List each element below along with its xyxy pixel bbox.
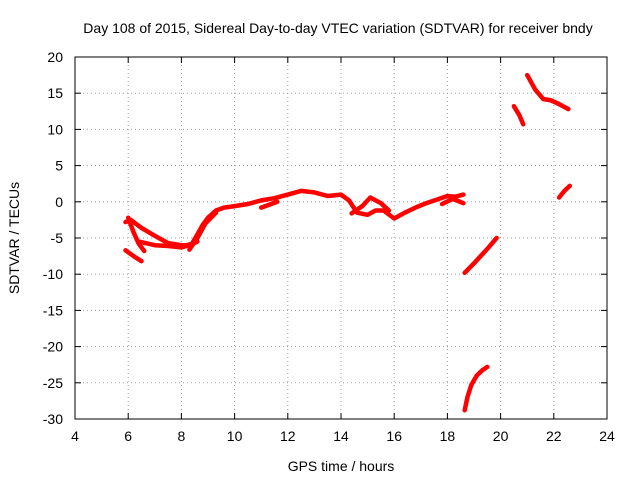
- x-tick-label: 14: [333, 428, 349, 444]
- y-tick-label: -15: [43, 302, 63, 318]
- x-tick-label: 4: [71, 428, 79, 444]
- y-tick-label: -5: [51, 230, 64, 246]
- x-tick-label: 6: [124, 428, 132, 444]
- y-tick-label: 15: [47, 85, 63, 101]
- y-tick-label: -10: [43, 266, 63, 282]
- data-series: [123, 72, 573, 413]
- x-tick-label: 8: [178, 428, 186, 444]
- series-arc-2: [139, 188, 466, 248]
- x-tick-label: 20: [493, 428, 509, 444]
- y-tick-label: -30: [43, 411, 63, 427]
- y-tick-label: 5: [55, 158, 63, 174]
- axis-ticks: [74, 56, 608, 420]
- series-arc-3: [123, 248, 144, 264]
- series-arc-11: [462, 364, 490, 413]
- x-tick-labels: 4 6 8 10 12 14 16 18 20 22 24: [71, 428, 615, 444]
- x-tick-label: 18: [440, 428, 456, 444]
- series-arc-10: [462, 235, 499, 276]
- series-arc-4: [125, 215, 147, 254]
- x-axis-label: GPS time / hours: [288, 458, 395, 474]
- series-arc-8: [349, 195, 392, 216]
- series-arc-12: [511, 103, 526, 127]
- y-tick-label: 0: [55, 194, 63, 210]
- x-tick-label: 12: [280, 428, 296, 444]
- series-arc-6: [187, 210, 219, 252]
- x-tick-label: 24: [599, 428, 615, 444]
- series-arc-7: [258, 199, 280, 210]
- y-tick-label: -25: [43, 375, 63, 391]
- x-tick-label: 16: [386, 428, 402, 444]
- y-tick-labels: 20 15 10 5 0 -5 -10 -15 -20 -25 -30: [43, 49, 63, 427]
- x-tick-label: 10: [227, 428, 243, 444]
- y-tick-label: 20: [47, 49, 63, 65]
- series-arc-14: [556, 183, 573, 200]
- y-axis-label: SDTVAR / TECUs: [6, 182, 22, 294]
- series-arc-9: [439, 196, 466, 207]
- y-tick-label: -20: [43, 339, 63, 355]
- chart-title: Day 108 of 2015, Sidereal Day-to-day VTE…: [83, 20, 592, 36]
- gridlines: [75, 57, 607, 419]
- x-tick-label: 22: [546, 428, 562, 444]
- series-arc-13: [524, 72, 571, 112]
- y-tick-label: 10: [47, 121, 63, 137]
